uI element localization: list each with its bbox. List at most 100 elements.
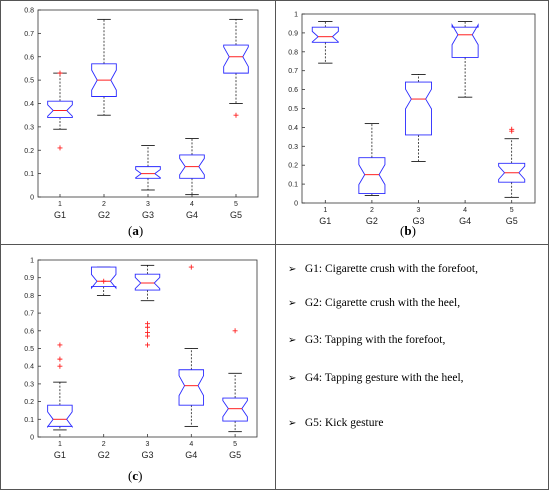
y-tick-label: 0.9 [288, 30, 298, 37]
legend-item-g1: ➢ G1: Cigarette crush with the forefoot, [288, 263, 478, 275]
x-tick-number: 2 [102, 441, 106, 448]
notched-box [47, 100, 73, 118]
box-g5 [498, 126, 526, 198]
panel-divider-horizontal [0, 244, 549, 245]
notched-box [498, 162, 526, 183]
outlier-marker [57, 70, 63, 76]
box-g4 [451, 21, 479, 98]
x-tick-number: 1 [323, 207, 327, 214]
y-tick-label: 0.6 [288, 87, 298, 94]
arrow-bullet-icon: ➢ [288, 335, 297, 346]
x-tick-number: 5 [233, 441, 237, 448]
x-category-label: G5 [229, 450, 241, 460]
legend-text-g3: G3: Tapping with the forefoot, [304, 334, 446, 346]
arrow-bullet-icon: ➢ [288, 373, 297, 384]
panel-label-b: (b) [400, 223, 416, 238]
outlier-marker [188, 264, 194, 270]
legend-item-g3: ➢ G3: Tapping with the forefoot, [288, 334, 445, 346]
y-tick-label: 0.1 [24, 417, 34, 424]
y-tick-label: 0.2 [24, 148, 34, 155]
panel-label-c: (c) [128, 468, 143, 483]
x-category-label: G3 [141, 450, 153, 460]
outlier-marker [145, 321, 150, 327]
notched-box [451, 23, 479, 58]
legend-text-g1: G1: Cigarette crush with the forefoot, [304, 263, 478, 275]
outlier-marker [57, 356, 63, 362]
y-tick-label: 0.9 [24, 275, 34, 282]
y-tick-label: 0.8 [24, 8, 34, 15]
x-category-label: G2 [98, 210, 110, 220]
outlier-marker [57, 145, 63, 151]
box-g4 [178, 264, 205, 427]
x-category-label: G3 [142, 210, 154, 220]
arrow-bullet-icon: ➢ [288, 418, 297, 429]
box-g3 [405, 74, 432, 162]
y-tick-label: 0.8 [288, 49, 298, 56]
plot-area [37, 259, 258, 438]
box-g4 [179, 138, 205, 196]
legend-item-g4: ➢ G4: Tapping gesture with the heel, [288, 372, 464, 384]
box-g1 [311, 21, 339, 64]
box-g3 [135, 145, 161, 191]
box-g3 [134, 264, 161, 348]
x-category-label: G2 [366, 216, 378, 226]
y-tick-label: 0.7 [24, 311, 34, 318]
box-g2 [91, 18, 117, 116]
outlier-marker [101, 278, 107, 284]
x-tick-number: 3 [146, 201, 150, 208]
notched-box [178, 369, 205, 406]
notched-box [405, 81, 432, 136]
notched-box [222, 397, 248, 422]
x-category-label: G2 [98, 450, 110, 460]
legend-text-g5: G5: Kick gesture [304, 417, 384, 429]
legend-item-g5: ➢ G5: Kick gesture [288, 417, 383, 429]
y-tick-label: 0.3 [288, 144, 298, 151]
y-tick-label: 0.1 [24, 171, 34, 178]
x-tick-number: 3 [146, 441, 150, 448]
box-g5 [223, 18, 249, 118]
x-tick-number: 5 [234, 201, 238, 208]
notched-box [179, 154, 205, 179]
arrow-bullet-icon: ➢ [288, 298, 297, 309]
y-tick-label: 1 [294, 12, 298, 19]
box-g1 [47, 342, 73, 431]
x-tick-number: 1 [58, 201, 62, 208]
outlier-marker [57, 342, 63, 348]
y-tick-label: 0 [294, 201, 298, 208]
x-category-label: G1 [54, 210, 66, 220]
x-category-label: G5 [230, 210, 242, 220]
x-category-label: G1 [54, 450, 66, 460]
x-category-label: G4 [185, 450, 197, 460]
x-tick-number: 4 [189, 441, 193, 448]
x-category-label: G3 [412, 216, 424, 226]
y-tick-label: 0.3 [24, 124, 34, 131]
legend-text-g2: G2: Cigarette crush with the heel, [304, 297, 461, 309]
notched-box [311, 26, 339, 43]
x-tick-number: 3 [417, 207, 421, 214]
legend-text-g4: G4: Tapping gesture with the heel, [304, 372, 464, 384]
y-tick-label: 0.4 [288, 125, 298, 132]
x-tick-number: 4 [463, 207, 467, 214]
boxplot-chart-a: 0 0.1 0.2 0.3 0.4 0.5 0.6 0.7 0.8 1 G1 2 G2 3 G3 4 G4 5 G5 [24, 8, 259, 220]
y-tick-label: 0.8 [24, 293, 34, 300]
y-tick-label: 0.4 [24, 364, 34, 371]
x-category-label: G4 [186, 210, 198, 220]
y-tick-label: 0.7 [288, 68, 298, 75]
outlier-marker [57, 363, 63, 369]
notched-box [90, 266, 117, 290]
boxplot-chart-b: 0 0.1 0.2 0.3 0.4 0.5 0.6 0.7 0.8 0.9 1 1 G1 2 G2 3 G3 4 G… [288, 12, 536, 226]
outlier-marker [145, 342, 150, 348]
x-category-label: G5 [506, 216, 518, 226]
box-g5 [222, 328, 248, 433]
y-tick-label: 0.7 [24, 31, 34, 38]
y-tick-label: 0.6 [24, 328, 34, 335]
y-tick-label: 0.5 [24, 346, 34, 353]
outlier-marker [233, 112, 239, 118]
outlier-marker [509, 126, 515, 132]
box-g2 [358, 123, 386, 196]
notched-box [223, 44, 249, 74]
y-tick-label: 0.5 [24, 78, 34, 85]
y-tick-label: 0.5 [288, 106, 298, 113]
outlier-marker [145, 330, 150, 336]
x-category-label: G1 [319, 216, 331, 226]
